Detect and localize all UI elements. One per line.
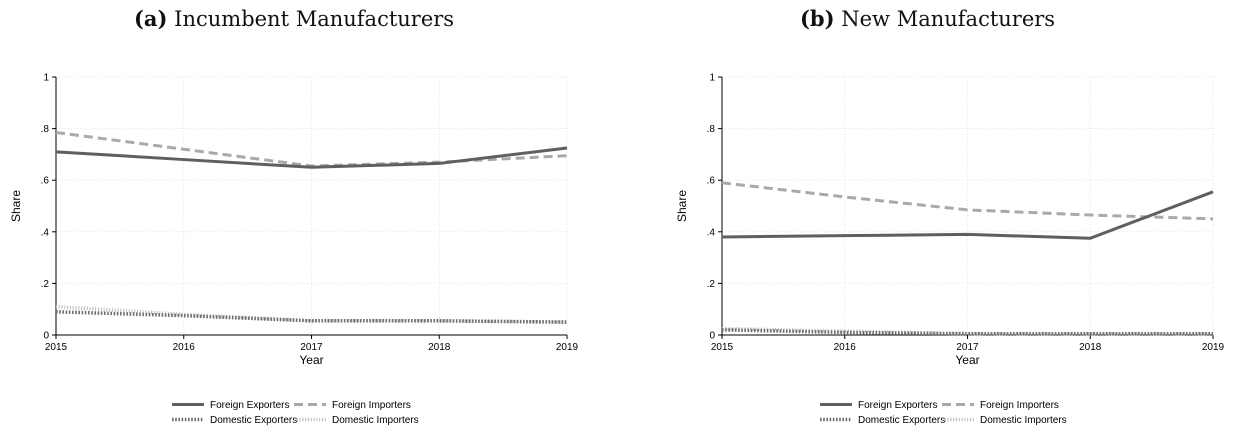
series-line-domestic-exporters [721, 328, 1213, 336]
panel-b-label: (b) [800, 6, 835, 31]
legend-label: Domestic Importers [332, 415, 419, 426]
y-tick-label: 1 [43, 73, 49, 84]
legend-label: Domestic Exporters [210, 415, 297, 426]
y-tick-label: 1 [709, 73, 715, 84]
legend-label: Domestic Importers [980, 415, 1067, 426]
x-tick-label: 2017 [300, 342, 323, 353]
x-tick-label: 2019 [556, 342, 579, 353]
y-tick-label: 0 [43, 331, 49, 342]
legend: Foreign Exporters Foreign Importers Domest… [172, 400, 419, 426]
y-tick-label: .6 [707, 176, 716, 187]
legend-label: Foreign Exporters [858, 400, 937, 411]
x-tick-label: 2018 [428, 342, 451, 353]
x-tick-label: 2016 [834, 342, 857, 353]
y-tick-label: .4 [707, 227, 716, 238]
legend-label: Foreign Exporters [210, 400, 289, 411]
panel-a-label: (a) [134, 6, 168, 31]
legend-label: Foreign Importers [332, 400, 411, 411]
panel-b-title: (b) New Manufacturers [800, 6, 1055, 31]
x-axis-label: Year [955, 353, 979, 367]
series-line-domestic-exporters [55, 310, 568, 324]
y-tick-label: .2 [41, 279, 50, 290]
series-line-foreign-importers [721, 181, 1214, 221]
panel-b-title-text: New Manufacturers [841, 7, 1056, 31]
y-axis-label: Share [9, 190, 23, 222]
legend: Foreign Exporters Foreign Importers Domest… [820, 400, 1067, 426]
panel-a-title-text: Incumbent Manufacturers [174, 7, 455, 31]
x-tick-label: 2015 [45, 342, 68, 353]
series-line-domestic-importers [721, 326, 1213, 336]
panel-a-title: (a) Incumbent Manufacturers [134, 6, 454, 31]
chart-panel-a: 0 .2 .4 .6 .8 1 2015 2016 2017 2018 2019 Year Share F… [9, 73, 579, 427]
legend-label: Foreign Importers [980, 400, 1059, 411]
y-tick-label: .8 [41, 124, 50, 135]
x-tick-label: 2018 [1079, 342, 1102, 353]
chart-panel-b: 0 .2 .4 .6 .8 1 2015 2016 2017 2018 2019 Year Share F… [675, 73, 1225, 427]
x-tick-label: 2017 [956, 342, 979, 353]
y-tick-label: .2 [707, 279, 716, 290]
legend-label: Domestic Exporters [858, 415, 945, 426]
x-tick-label: 2016 [173, 342, 196, 353]
x-tick-label: 2015 [711, 342, 734, 353]
x-tick-label: 2019 [1202, 342, 1225, 353]
y-tick-label: .8 [707, 124, 716, 135]
y-tick-label: .4 [41, 227, 50, 238]
series-line-foreign-exporters [721, 190, 1214, 240]
series-line-foreign-exporters [55, 146, 568, 169]
y-axis-label: Share [675, 190, 689, 222]
x-axis-label: Year [299, 353, 323, 367]
y-tick-label: .6 [41, 176, 50, 187]
y-tick-label: 0 [709, 331, 715, 342]
